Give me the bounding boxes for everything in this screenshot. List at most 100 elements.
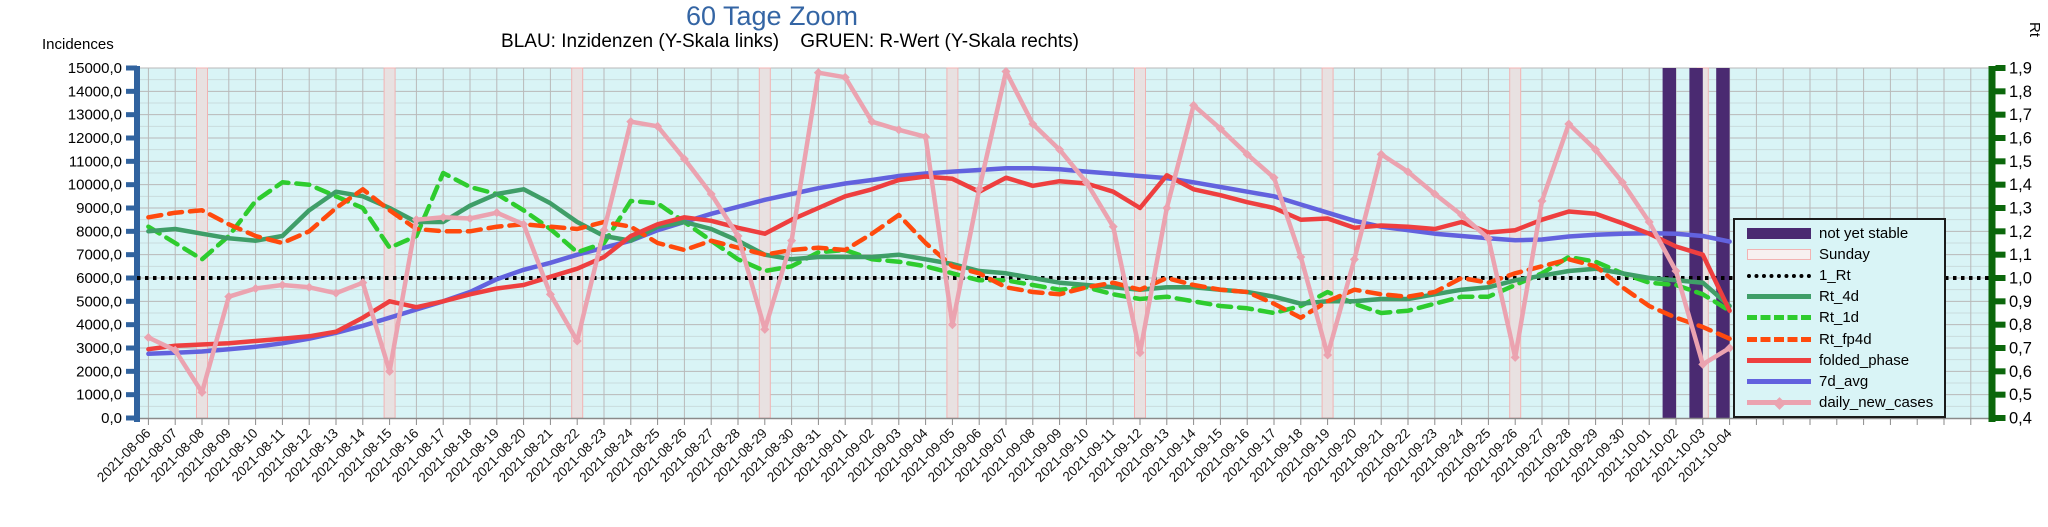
y-right-tick-label: 1,8 bbox=[2009, 83, 2032, 101]
y-right-tick-label: 1,5 bbox=[2009, 153, 2032, 171]
series-line-Rt_fp4d bbox=[146, 187, 1732, 341]
y-left-axis-tick bbox=[126, 205, 137, 211]
y-right-tick-label: 1,7 bbox=[2009, 106, 2032, 124]
y-left-tick-label: 15000,0 bbox=[68, 60, 122, 77]
y-left-axis-tick bbox=[126, 392, 137, 398]
y-left-axis-tick bbox=[126, 112, 137, 118]
y-right-tick-label: 1,9 bbox=[2009, 60, 2032, 78]
sunday-band bbox=[1134, 67, 1146, 419]
legend-label: 7d_avg bbox=[1819, 372, 1869, 390]
y-left-tick-label: 6000,0 bbox=[76, 270, 122, 287]
y-left-tick-label: 1000,0 bbox=[76, 387, 122, 404]
series-line-7d_avg bbox=[146, 166, 1732, 357]
y-right-tick-label: 1,6 bbox=[2009, 130, 2032, 148]
legend-item-daily_new_cases: daily_new_cases bbox=[1747, 392, 1936, 412]
series-marker-daily_new_cases bbox=[921, 132, 931, 142]
y-left-tick-label: 3000,0 bbox=[76, 340, 122, 357]
y-right-axis-tick bbox=[1995, 321, 2006, 328]
y-left-axis-tick bbox=[126, 275, 137, 281]
legend-item-folded_phase: folded_phase bbox=[1747, 350, 1936, 370]
y-left-tick-label: 10000,0 bbox=[68, 177, 122, 194]
y-left-tick-label: 2000,0 bbox=[76, 363, 122, 380]
right-axis-title: Rt bbox=[2026, 22, 2043, 37]
y-right-tick-label: 1,1 bbox=[2009, 246, 2032, 264]
y-right-tick-label: 1,0 bbox=[2009, 270, 2032, 288]
y-left-tick-label: 12000,0 bbox=[68, 130, 122, 147]
legend-swatch-Rt_1d bbox=[1747, 315, 1811, 321]
legend-swatch-7d_avg bbox=[1747, 378, 1811, 384]
y-left-tick-label: 9000,0 bbox=[76, 200, 122, 217]
legend-swatch-Rt_4d bbox=[1747, 294, 1811, 300]
y-left-axis-tick bbox=[126, 368, 137, 374]
legend-label: folded_phase bbox=[1819, 351, 1910, 369]
series-marker-daily_new_cases bbox=[411, 215, 421, 225]
series-marker-daily_new_cases bbox=[170, 345, 180, 355]
y-left-tick-label: 14000,0 bbox=[68, 83, 122, 100]
series-marker-daily_new_cases bbox=[143, 332, 153, 343]
series-marker-daily_new_cases bbox=[519, 219, 529, 229]
y-right-axis-tick bbox=[1995, 111, 2006, 118]
series-line-daily_new_cases bbox=[146, 69, 1732, 395]
legend-item-Rt_fp4d: Rt_fp4d bbox=[1747, 329, 1936, 349]
legend-swatch-1_Rt bbox=[1747, 273, 1811, 278]
legend-label: daily_new_cases bbox=[1819, 393, 1934, 411]
series-marker-daily_new_cases bbox=[947, 320, 957, 330]
legend-swatch-not_yet_stable bbox=[1747, 228, 1811, 240]
series-marker-daily_new_cases bbox=[1296, 252, 1306, 262]
legend-item-1_Rt: 1_Rt bbox=[1747, 266, 1936, 286]
legend-swatch-sunday bbox=[1747, 249, 1811, 261]
y-right-axis-tick bbox=[1995, 368, 2006, 375]
y-left-tick-label: 8000,0 bbox=[76, 223, 122, 240]
series-line-Rt_1d bbox=[146, 170, 1732, 316]
page-subtitle: BLAU: Inzidenzen (Y-Skala links) GRUEN: … bbox=[501, 31, 1079, 52]
y-left-axis-tick bbox=[126, 322, 137, 328]
y-right-axis-tick bbox=[1995, 415, 2006, 421]
y-right-tick-label: 1,3 bbox=[2009, 200, 2032, 218]
y-left-axis-tick bbox=[126, 65, 137, 71]
y-right-axis-tick bbox=[1995, 158, 2006, 165]
y-left-axis-tick bbox=[126, 135, 137, 141]
y-right-axis-tick bbox=[1995, 391, 2006, 398]
legend-swatch-Rt_fp4d bbox=[1747, 336, 1811, 342]
y-right-axis-tick bbox=[1995, 275, 2006, 281]
sunday-band bbox=[1509, 67, 1522, 419]
sunday-band bbox=[946, 67, 959, 419]
y-left-axis-tick bbox=[126, 415, 137, 421]
y-right-axis-tick bbox=[1995, 205, 2006, 211]
y-right-tick-label: 0,9 bbox=[2009, 293, 2032, 311]
y-right-tick-label: 0,7 bbox=[2009, 340, 2032, 358]
page-title: 60 Tage Zoom bbox=[685, 1, 859, 31]
legend-label: not yet stable bbox=[1819, 225, 1909, 243]
y-left-axis-tick bbox=[126, 182, 137, 188]
y-left-tick-label: 13000,0 bbox=[68, 107, 122, 124]
legend-item-sunday: Sunday bbox=[1747, 245, 1936, 265]
sunday-band bbox=[758, 67, 771, 419]
y-left-axis-tick bbox=[126, 252, 137, 258]
series-marker-daily_new_cases bbox=[197, 387, 207, 397]
legend-swatch-daily_new_cases bbox=[1747, 397, 1811, 410]
y-right-axis-tick bbox=[1995, 345, 2006, 351]
legend-item-not_yet_stable: not yet stable bbox=[1747, 224, 1936, 244]
y-left-axis-tick bbox=[126, 345, 137, 351]
diamond-marker-icon bbox=[1773, 397, 1786, 410]
not-yet-stable-band bbox=[1716, 68, 1730, 418]
sunday-band bbox=[1321, 67, 1334, 419]
sunday-band bbox=[196, 67, 208, 419]
series-marker-daily_new_cases bbox=[653, 121, 663, 131]
legend-label: Rt_4d bbox=[1819, 288, 1860, 306]
series-marker-daily_new_cases bbox=[224, 292, 234, 302]
y-right-axis-tick bbox=[1995, 65, 2006, 71]
legend-swatch-folded_phase bbox=[1747, 357, 1811, 363]
y-left-tick-label: 0,0 bbox=[101, 410, 122, 427]
y-right-tick-label: 1,4 bbox=[2009, 176, 2032, 194]
y-left-tick-label: 7000,0 bbox=[76, 247, 122, 264]
y-right-tick-label: 1,2 bbox=[2009, 223, 2032, 241]
series-marker-daily_new_cases bbox=[787, 236, 797, 246]
y-left-axis-line bbox=[134, 66, 140, 422]
y-right-axis-tick bbox=[1995, 88, 2006, 95]
y-left-tick-label: 11000,0 bbox=[69, 153, 122, 170]
y-left-axis-tick bbox=[126, 158, 137, 164]
y-left-axis-tick bbox=[126, 228, 137, 234]
